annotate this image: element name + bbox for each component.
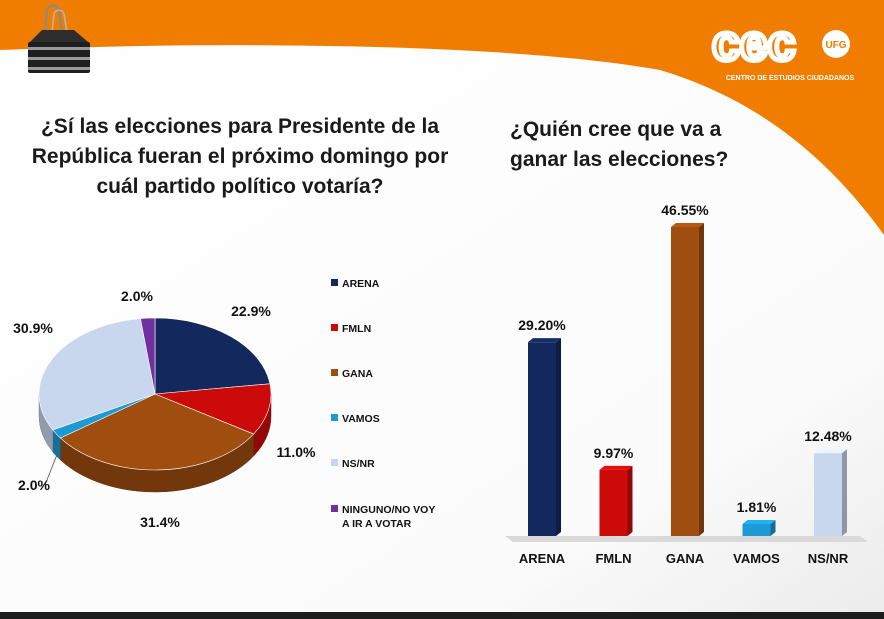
binder-clip-icon	[28, 4, 90, 73]
bar-top	[528, 338, 561, 343]
legend-label: NS/NR	[342, 458, 375, 470]
pie-chart-title: ¿Sí las elecciones para Presidente de la…	[31, 115, 449, 198]
bar-side	[770, 519, 776, 536]
legend-swatch	[331, 505, 338, 512]
bar-category-label: ARENA	[519, 551, 566, 566]
legend-item: NINGUNO/NO VOY A IR A VOTAR	[331, 503, 442, 531]
legend-label: GANA	[342, 368, 373, 380]
bottom-strip	[0, 612, 884, 619]
legend-label: VAMOS	[342, 413, 380, 425]
bar-ns/nr	[814, 453, 842, 536]
bar-category-label: NS/NR	[808, 551, 849, 566]
bar-value-label: 29.20%	[518, 317, 566, 333]
legend-swatch	[331, 414, 338, 421]
pie-value-label: 2.0%	[121, 288, 153, 304]
bar-category-label: FMLN	[595, 551, 631, 566]
svg-text:UFG: UFG	[825, 40, 846, 51]
legend-swatch	[331, 279, 338, 286]
bar-side	[699, 223, 704, 536]
pie-value-label: 31.4%	[140, 514, 180, 530]
pie-slice-arena	[154, 317, 271, 395]
legend-swatch	[331, 369, 338, 376]
legend-label: FMLN	[342, 323, 372, 335]
legend-item: NS/NR	[331, 457, 375, 471]
bar-fmln	[599, 469, 628, 536]
pie-slice-gana	[59, 393, 255, 471]
bar-gana	[671, 227, 699, 536]
bar-top	[742, 519, 776, 524]
bar-value-label: 46.55%	[661, 202, 709, 218]
pie-value-label: 30.9%	[13, 320, 53, 336]
bar-top	[814, 449, 847, 454]
pie-value-label: 22.9%	[231, 303, 271, 319]
bar-vamos	[742, 523, 771, 536]
bar-side	[842, 449, 847, 536]
legend-item: GANA	[331, 367, 373, 381]
bar-value-label: 12.48%	[804, 428, 852, 444]
legend-item: ARENA	[331, 277, 379, 291]
bar-top	[599, 465, 633, 470]
legend-label: NINGUNO/NO VOY A IR A VOTAR	[342, 504, 436, 530]
legend-swatch	[331, 459, 338, 466]
leader-line	[44, 455, 57, 486]
pie-slice-fmln	[154, 383, 272, 435]
bar-category-label: GANA	[666, 551, 705, 566]
bar-chart-title: ¿Quién cree que va a ganar las eleccione…	[510, 118, 729, 171]
bar-value-label: 1.81%	[737, 499, 777, 515]
legend-item: FMLN	[331, 322, 371, 336]
bar-value-label: 9.97%	[594, 445, 634, 461]
svg-text:CENTRO DE ESTUDIOS CIUDADANOS: CENTRO DE ESTUDIOS CIUDADANOS	[726, 75, 855, 82]
bar-chart: 29.20% ARENA 9.97% FMLN 46.55% GANA 1.81% VAMOS…	[505, 202, 868, 566]
bar-category-label: VAMOS	[733, 551, 780, 566]
legend-label: ARENA	[342, 278, 380, 290]
pie-slice-ns	[38, 318, 156, 431]
cec-ufg-logo: cec UFG CENTRO DE ESTUDIOS CIUDADANOS	[710, 13, 855, 83]
bar-top	[671, 223, 704, 227]
bar-side	[627, 465, 633, 536]
svg-text:cec: cec	[712, 15, 795, 71]
bar-floor	[505, 536, 868, 542]
pie-chart: 22.9% 11.0% 31.4% 2.0% 30.9% 2.0%	[13, 288, 316, 530]
bar-arena	[528, 342, 556, 536]
pie-value-label: 11.0%	[277, 444, 316, 460]
pie-value-label: 2.0%	[18, 477, 50, 493]
legend-item: VAMOS	[331, 412, 380, 426]
legend-swatch	[331, 324, 338, 331]
bar-side	[556, 338, 561, 536]
pie-slice-ninguno	[140, 317, 156, 395]
